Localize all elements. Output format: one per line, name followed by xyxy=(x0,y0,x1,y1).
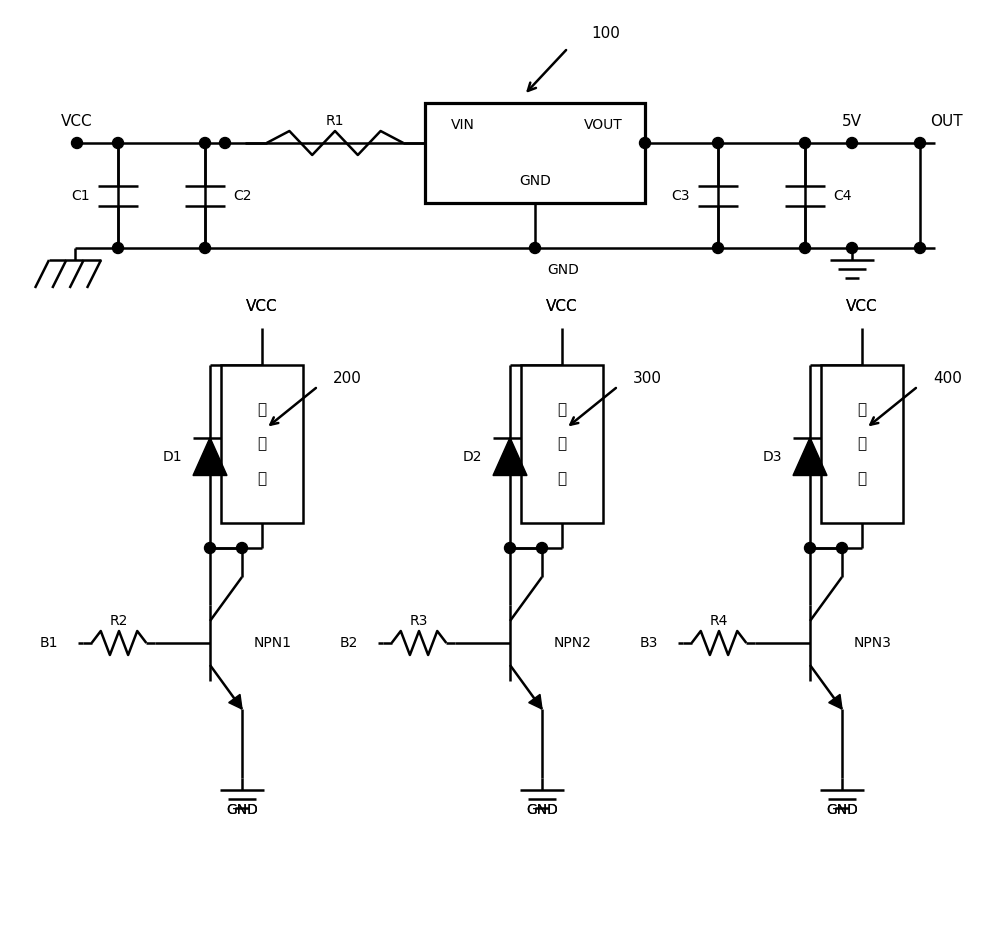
Text: 5V: 5V xyxy=(842,114,862,129)
Circle shape xyxy=(712,243,724,253)
Circle shape xyxy=(914,137,926,149)
Polygon shape xyxy=(229,694,242,709)
Polygon shape xyxy=(493,437,527,476)
Text: 继: 继 xyxy=(557,402,567,417)
Circle shape xyxy=(804,542,816,554)
Polygon shape xyxy=(793,437,827,476)
Text: GND: GND xyxy=(826,803,858,817)
Circle shape xyxy=(199,137,210,149)
Text: NPN2: NPN2 xyxy=(554,636,592,650)
Circle shape xyxy=(112,137,124,149)
Text: GND: GND xyxy=(526,803,558,817)
Text: VOUT: VOUT xyxy=(584,118,622,132)
Text: R3: R3 xyxy=(410,614,428,628)
Text: 器: 器 xyxy=(557,471,567,486)
Circle shape xyxy=(536,542,548,554)
Text: 100: 100 xyxy=(591,26,620,41)
Text: NPN1: NPN1 xyxy=(254,636,292,650)
Text: VIN: VIN xyxy=(451,118,475,132)
Circle shape xyxy=(846,137,858,149)
Text: GND: GND xyxy=(826,803,858,817)
Circle shape xyxy=(800,137,811,149)
Text: 器: 器 xyxy=(257,471,267,486)
Text: VCC: VCC xyxy=(61,114,93,129)
Text: VCC: VCC xyxy=(246,299,278,314)
FancyBboxPatch shape xyxy=(521,365,603,523)
Text: GND: GND xyxy=(226,803,258,817)
Text: D1: D1 xyxy=(162,449,182,464)
Circle shape xyxy=(846,243,858,253)
Text: VCC: VCC xyxy=(846,299,878,314)
Circle shape xyxy=(530,243,540,253)
Text: 继: 继 xyxy=(257,402,267,417)
Text: 电: 电 xyxy=(857,436,867,451)
Text: GND: GND xyxy=(519,174,551,188)
Text: VCC: VCC xyxy=(846,299,878,314)
Text: 400: 400 xyxy=(933,371,962,386)
Text: D2: D2 xyxy=(462,449,482,464)
Circle shape xyxy=(220,137,230,149)
Text: OUT: OUT xyxy=(930,114,963,129)
Circle shape xyxy=(504,542,516,554)
Text: GND: GND xyxy=(526,803,558,817)
Circle shape xyxy=(914,243,926,253)
Circle shape xyxy=(712,137,724,149)
Text: C2: C2 xyxy=(233,189,252,203)
Circle shape xyxy=(205,542,216,554)
Polygon shape xyxy=(193,437,227,476)
Text: VCC: VCC xyxy=(246,299,278,314)
Text: GND: GND xyxy=(226,803,258,817)
Text: VCC: VCC xyxy=(546,299,578,314)
Text: B2: B2 xyxy=(340,636,358,650)
Text: GND: GND xyxy=(547,263,579,277)
Circle shape xyxy=(199,243,210,253)
Text: 电: 电 xyxy=(257,436,267,451)
Circle shape xyxy=(836,542,848,554)
Circle shape xyxy=(72,137,82,149)
Circle shape xyxy=(237,542,248,554)
Text: 器: 器 xyxy=(857,471,867,486)
Text: 300: 300 xyxy=(633,371,662,386)
Text: B1: B1 xyxy=(40,636,58,650)
Text: NPN3: NPN3 xyxy=(854,636,892,650)
Text: VCC: VCC xyxy=(546,299,578,314)
Circle shape xyxy=(640,137,650,149)
Text: 200: 200 xyxy=(333,371,362,386)
FancyBboxPatch shape xyxy=(221,365,303,523)
Polygon shape xyxy=(829,694,842,709)
Text: D3: D3 xyxy=(762,449,782,464)
Circle shape xyxy=(112,243,124,253)
Text: C3: C3 xyxy=(672,189,690,203)
Text: 继: 继 xyxy=(857,402,867,417)
FancyBboxPatch shape xyxy=(821,365,903,523)
Circle shape xyxy=(800,243,811,253)
Text: 电: 电 xyxy=(557,436,567,451)
FancyBboxPatch shape xyxy=(425,103,645,203)
Text: R4: R4 xyxy=(710,614,728,628)
Text: C4: C4 xyxy=(833,189,852,203)
Text: B3: B3 xyxy=(640,636,658,650)
Text: R2: R2 xyxy=(110,614,128,628)
Text: R1: R1 xyxy=(326,114,344,128)
Polygon shape xyxy=(529,694,542,709)
Text: C1: C1 xyxy=(71,189,90,203)
